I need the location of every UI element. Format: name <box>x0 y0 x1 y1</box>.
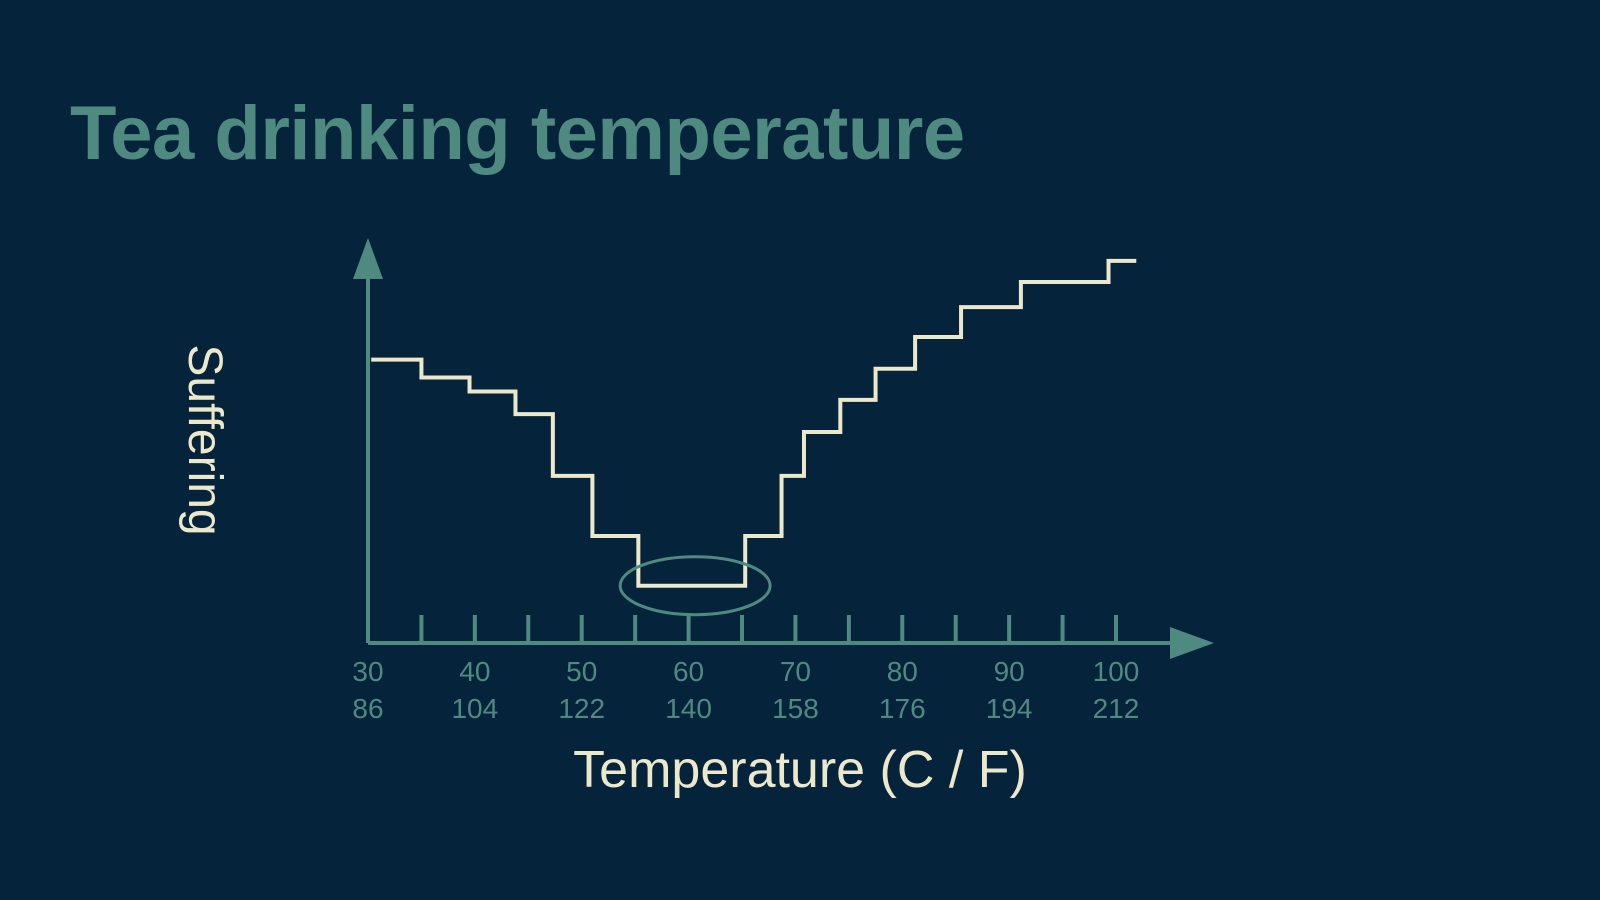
x-tick-label-fahrenheit: 212 <box>1093 693 1140 724</box>
x-axis-arrow-icon <box>1170 627 1214 659</box>
x-tick-label-celsius: 50 <box>566 656 597 687</box>
x-tick-label-celsius: 60 <box>673 656 704 687</box>
x-tick-label-fahrenheit: 86 <box>352 693 383 724</box>
step-series-line <box>371 258 1137 588</box>
x-axis-label: Temperature (C / F) <box>573 741 1027 799</box>
x-tick-label-fahrenheit: 140 <box>665 693 712 724</box>
x-tick-label-celsius: 30 <box>352 656 383 687</box>
x-tick-label-celsius: 40 <box>459 656 490 687</box>
slide-title: Tea drinking temperature <box>70 91 965 176</box>
x-tick-label-celsius: 90 <box>994 656 1025 687</box>
x-tick-label-fahrenheit: 176 <box>879 693 926 724</box>
x-tick-label-celsius: 70 <box>780 656 811 687</box>
x-tick-label-celsius: 80 <box>887 656 918 687</box>
y-axis-arrow-icon <box>353 238 383 279</box>
x-tick-label-fahrenheit: 122 <box>558 693 605 724</box>
minimum-highlight-ellipse <box>618 555 772 617</box>
x-tick-label-fahrenheit: 194 <box>986 693 1033 724</box>
x-tick-label-fahrenheit: 158 <box>772 693 819 724</box>
x-tick-label-fahrenheit: 104 <box>451 693 498 724</box>
x-tick-label-celsius: 100 <box>1093 656 1140 687</box>
y-axis-label-wrap: Suffering <box>175 340 235 540</box>
y-axis-label: Suffering <box>178 344 232 536</box>
